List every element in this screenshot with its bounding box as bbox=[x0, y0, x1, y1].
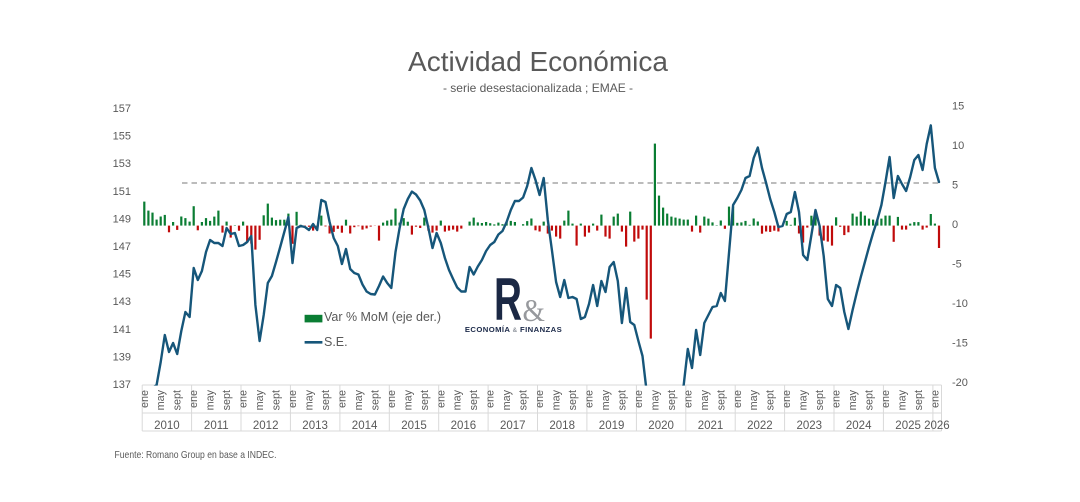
svg-text:may: may bbox=[402, 389, 414, 410]
svg-text:-15: -15 bbox=[952, 338, 968, 350]
svg-text:2010: 2010 bbox=[154, 420, 180, 432]
svg-text:sept: sept bbox=[271, 390, 283, 410]
svg-text:Fuente: Romano Group en base a: Fuente: Romano Group en base a INDEC. bbox=[115, 449, 277, 461]
svg-text:sept: sept bbox=[221, 390, 233, 410]
svg-text:sept: sept bbox=[616, 390, 628, 410]
svg-text:ene: ene bbox=[287, 390, 299, 408]
svg-text:ene: ene bbox=[238, 390, 250, 408]
svg-text:ene: ene bbox=[336, 390, 348, 408]
svg-text:&: & bbox=[523, 293, 546, 329]
svg-text:2011: 2011 bbox=[204, 420, 229, 432]
svg-text:155: 155 bbox=[113, 131, 131, 143]
svg-text:sept: sept bbox=[468, 390, 480, 410]
svg-text:2020: 2020 bbox=[648, 420, 674, 432]
svg-text:may: may bbox=[748, 389, 760, 410]
svg-text:sept: sept bbox=[518, 390, 530, 410]
svg-text:R: R bbox=[494, 265, 522, 333]
svg-text:may: may bbox=[452, 389, 464, 410]
svg-text:ECONOMÍA & FINANZAS: ECONOMÍA & FINANZAS bbox=[465, 325, 562, 334]
svg-text:ene: ene bbox=[929, 390, 941, 408]
svg-text:143: 143 bbox=[113, 296, 131, 308]
svg-text:ene: ene bbox=[880, 390, 892, 408]
svg-text:145: 145 bbox=[113, 269, 131, 281]
svg-text:sept: sept bbox=[419, 390, 431, 410]
svg-text:139: 139 bbox=[113, 351, 131, 363]
svg-text:S.E.: S.E. bbox=[324, 335, 348, 349]
svg-text:2014: 2014 bbox=[352, 420, 378, 432]
svg-text:sept: sept bbox=[864, 390, 876, 410]
svg-text:153: 153 bbox=[113, 158, 131, 170]
svg-text:ene: ene bbox=[435, 390, 447, 408]
svg-text:ene: ene bbox=[781, 390, 793, 408]
svg-text:ene: ene bbox=[831, 390, 843, 408]
svg-text:157: 157 bbox=[113, 103, 131, 115]
svg-text:5: 5 bbox=[952, 180, 958, 192]
svg-text:- serie desestacionalizada ; E: - serie desestacionalizada ; EMAE - bbox=[443, 81, 633, 95]
svg-text:may: may bbox=[699, 389, 711, 410]
svg-text:ene: ene bbox=[485, 390, 497, 408]
svg-text:may: may bbox=[600, 389, 612, 410]
svg-text:2024: 2024 bbox=[846, 420, 872, 432]
svg-text:sept: sept bbox=[172, 390, 184, 410]
svg-text:15: 15 bbox=[952, 100, 964, 112]
svg-text:may: may bbox=[353, 389, 365, 410]
svg-text:may: may bbox=[649, 389, 661, 410]
svg-text:137: 137 bbox=[113, 379, 131, 391]
svg-text:2019: 2019 bbox=[599, 420, 625, 432]
svg-text:ene: ene bbox=[534, 390, 546, 408]
svg-text:2015: 2015 bbox=[401, 420, 427, 432]
svg-text:2018: 2018 bbox=[549, 420, 575, 432]
svg-text:may: may bbox=[254, 389, 266, 410]
svg-text:2023: 2023 bbox=[797, 420, 823, 432]
svg-text:sept: sept bbox=[666, 390, 678, 410]
svg-text:2021: 2021 bbox=[698, 420, 724, 432]
svg-text:ene: ene bbox=[732, 390, 744, 408]
svg-text:may: may bbox=[205, 389, 217, 410]
svg-text:ene: ene bbox=[633, 390, 645, 408]
svg-text:sept: sept bbox=[715, 390, 727, 410]
svg-text:149: 149 bbox=[113, 213, 131, 225]
svg-text:ene: ene bbox=[139, 390, 151, 408]
svg-text:sept: sept bbox=[369, 390, 381, 410]
svg-text:ene: ene bbox=[682, 390, 694, 408]
svg-text:10: 10 bbox=[952, 140, 964, 152]
svg-text:may: may bbox=[304, 389, 316, 410]
svg-text:Actividad Económica: Actividad Económica bbox=[408, 46, 668, 77]
svg-text:0: 0 bbox=[952, 219, 958, 231]
svg-text:-10: -10 bbox=[952, 298, 968, 310]
svg-text:may: may bbox=[897, 389, 909, 410]
svg-text:sept: sept bbox=[320, 390, 332, 410]
svg-text:sept: sept bbox=[814, 390, 826, 410]
svg-text:Var % MoM (eje der.): Var % MoM (eje der.) bbox=[324, 310, 441, 324]
svg-text:may: may bbox=[847, 389, 859, 410]
svg-text:-20: -20 bbox=[952, 377, 968, 389]
svg-text:may: may bbox=[551, 389, 563, 410]
svg-text:2016: 2016 bbox=[451, 420, 477, 432]
svg-text:may: may bbox=[501, 389, 513, 410]
svg-text:2022: 2022 bbox=[747, 420, 773, 432]
svg-text:2026: 2026 bbox=[924, 420, 950, 432]
svg-text:may: may bbox=[155, 389, 167, 410]
svg-text:ene: ene bbox=[584, 390, 596, 408]
svg-text:ene: ene bbox=[386, 390, 398, 408]
svg-text:141: 141 bbox=[113, 324, 131, 336]
svg-text:2025: 2025 bbox=[895, 420, 921, 432]
svg-text:151: 151 bbox=[113, 186, 131, 198]
svg-text:sept: sept bbox=[765, 390, 777, 410]
svg-text:2012: 2012 bbox=[253, 420, 279, 432]
svg-text:147: 147 bbox=[113, 241, 131, 253]
svg-text:2017: 2017 bbox=[500, 420, 526, 432]
svg-text:2013: 2013 bbox=[302, 420, 328, 432]
svg-text:-5: -5 bbox=[952, 259, 962, 271]
svg-text:sept: sept bbox=[913, 390, 925, 410]
svg-text:may: may bbox=[798, 389, 810, 410]
svg-text:ene: ene bbox=[188, 390, 200, 408]
svg-text:sept: sept bbox=[567, 390, 579, 410]
